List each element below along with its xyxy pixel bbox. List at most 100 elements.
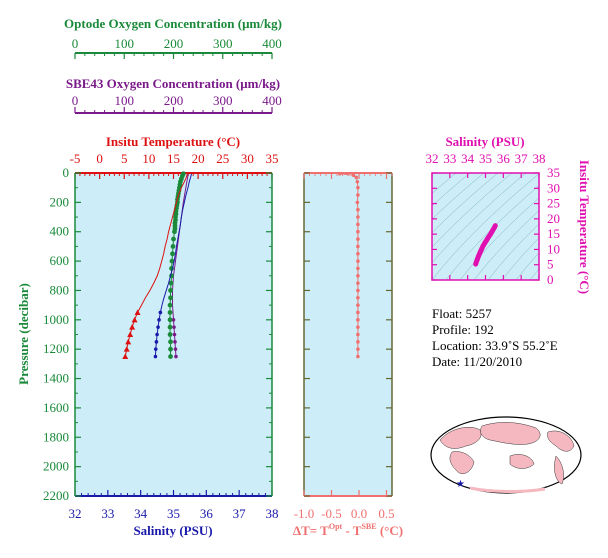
salinity-point [158, 310, 163, 315]
temp-tick-label: 10 [142, 151, 155, 166]
sbe43-point [172, 325, 176, 329]
salinity-point [156, 325, 160, 329]
delta-tick-label: 0.0 [351, 506, 367, 521]
ts-y-tick-label: 30 [547, 180, 560, 195]
sbe-tick-label: 300 [213, 93, 233, 108]
delta-point [356, 193, 360, 197]
ts-title: Salinity (PSU) [445, 134, 524, 149]
ts-point [473, 262, 478, 267]
salinity-tick-label: 35 [167, 506, 180, 521]
pressure-tick-label: 2000 [43, 459, 69, 474]
ts-contour [432, 173, 485, 220]
optode-point [167, 302, 173, 308]
optode-point [170, 244, 176, 249]
optode-point [169, 258, 175, 264]
salinity-tick-label: 33 [101, 506, 114, 521]
delta-point [356, 347, 360, 351]
delta-point [356, 318, 360, 322]
pressure-tick-label: 1800 [43, 429, 69, 444]
pressure-tick-label: 600 [50, 253, 70, 268]
ts-point [482, 240, 487, 245]
ts-point [480, 244, 485, 249]
temp-tick-label: 15 [167, 151, 180, 166]
temperature-point [131, 316, 138, 323]
sbe-tick-label: 400 [262, 93, 282, 108]
salinity-line [154, 173, 193, 357]
optode-point [168, 280, 174, 286]
ts-contour [432, 173, 539, 280]
sbe-tick-label: 0 [72, 93, 79, 108]
delta-point [356, 295, 360, 300]
ts-y-tick-label: 25 [547, 196, 560, 211]
ts-x-tick-label: 36 [497, 151, 511, 166]
ts-contour [432, 173, 527, 264]
ts-contour [473, 210, 539, 280]
temperature-point [125, 338, 132, 345]
delta-point [356, 244, 360, 249]
salinity-point [154, 340, 159, 344]
temperature-point [129, 324, 136, 330]
pressure-tick-label: 1000 [43, 312, 69, 327]
delta-point [351, 173, 356, 178]
ts-x-tick-label: 34 [461, 151, 475, 166]
sbe43-point [171, 318, 176, 322]
optode-point [172, 229, 177, 235]
delta-point [355, 180, 360, 184]
salinity-tick-label: 37 [233, 506, 247, 521]
ts-y-tick-label: 35 [547, 165, 560, 180]
pressure-tick-label: 0 [63, 165, 70, 180]
optode-axis-title: Optode Oxygen Concentration (μm/kg) [64, 16, 282, 31]
sbe43-point [173, 340, 177, 344]
delta-point [356, 281, 360, 285]
ts-y-tick-label: 15 [547, 226, 560, 241]
delta-point [337, 171, 342, 176]
optode-point [168, 295, 173, 301]
ts-point [476, 254, 481, 259]
optode-point [171, 236, 176, 242]
sbe43-point [172, 332, 177, 337]
sbe43-point [174, 354, 178, 359]
temperature-point [127, 331, 134, 337]
ts-contour [487, 223, 539, 280]
delta-tick-label: -0.5 [321, 506, 342, 521]
optode-tick-label: 100 [115, 36, 135, 51]
salinity-axis-title: Salinity (PSU) [133, 523, 212, 538]
ts-y-tick-label: 5 [547, 257, 554, 272]
world-map: ★ [430, 416, 582, 494]
ts-contour [432, 173, 499, 234]
pressure-tick-label: 2200 [43, 488, 69, 503]
optode-point [167, 310, 173, 315]
sbe-tick-label: 100 [115, 93, 135, 108]
info-location: Location: 33.9˚S 55.2˚E [432, 338, 558, 353]
salinity-tick-label: 32 [69, 506, 82, 521]
optode-point [168, 354, 173, 359]
delta-point [354, 175, 359, 180]
ts-contour [432, 173, 471, 207]
delta-point [356, 229, 360, 234]
delta-point [356, 266, 360, 271]
delta-point [356, 185, 360, 190]
info-profile: Profile: 192 [432, 322, 494, 337]
temp-tick-label: 35 [266, 151, 279, 166]
ts-x-tick-label: 38 [533, 151, 546, 166]
optode-point [168, 339, 173, 345]
delta-line [339, 173, 359, 357]
ts-x-tick-label: 32 [426, 151, 439, 166]
optode-point [167, 324, 173, 330]
temperature-line [124, 173, 188, 357]
temp-tick-label: 0 [96, 151, 103, 166]
temperature-point [122, 353, 129, 360]
ts-panel [432, 173, 539, 280]
info-date: Date: 11/20/2010 [432, 354, 522, 369]
pressure-tick-label: 1400 [43, 371, 69, 386]
info-float: Float: 5257 [432, 306, 492, 321]
delta-point [356, 310, 360, 315]
ts-x-tick-label: 35 [479, 151, 492, 166]
delta-tick-label: -1.0 [294, 506, 315, 521]
ts-contour [515, 252, 539, 280]
delta-point [356, 259, 360, 263]
temp-tick-label: 20 [192, 151, 205, 166]
salinity-point [153, 354, 158, 359]
pressure-tick-label: 1200 [43, 341, 69, 356]
